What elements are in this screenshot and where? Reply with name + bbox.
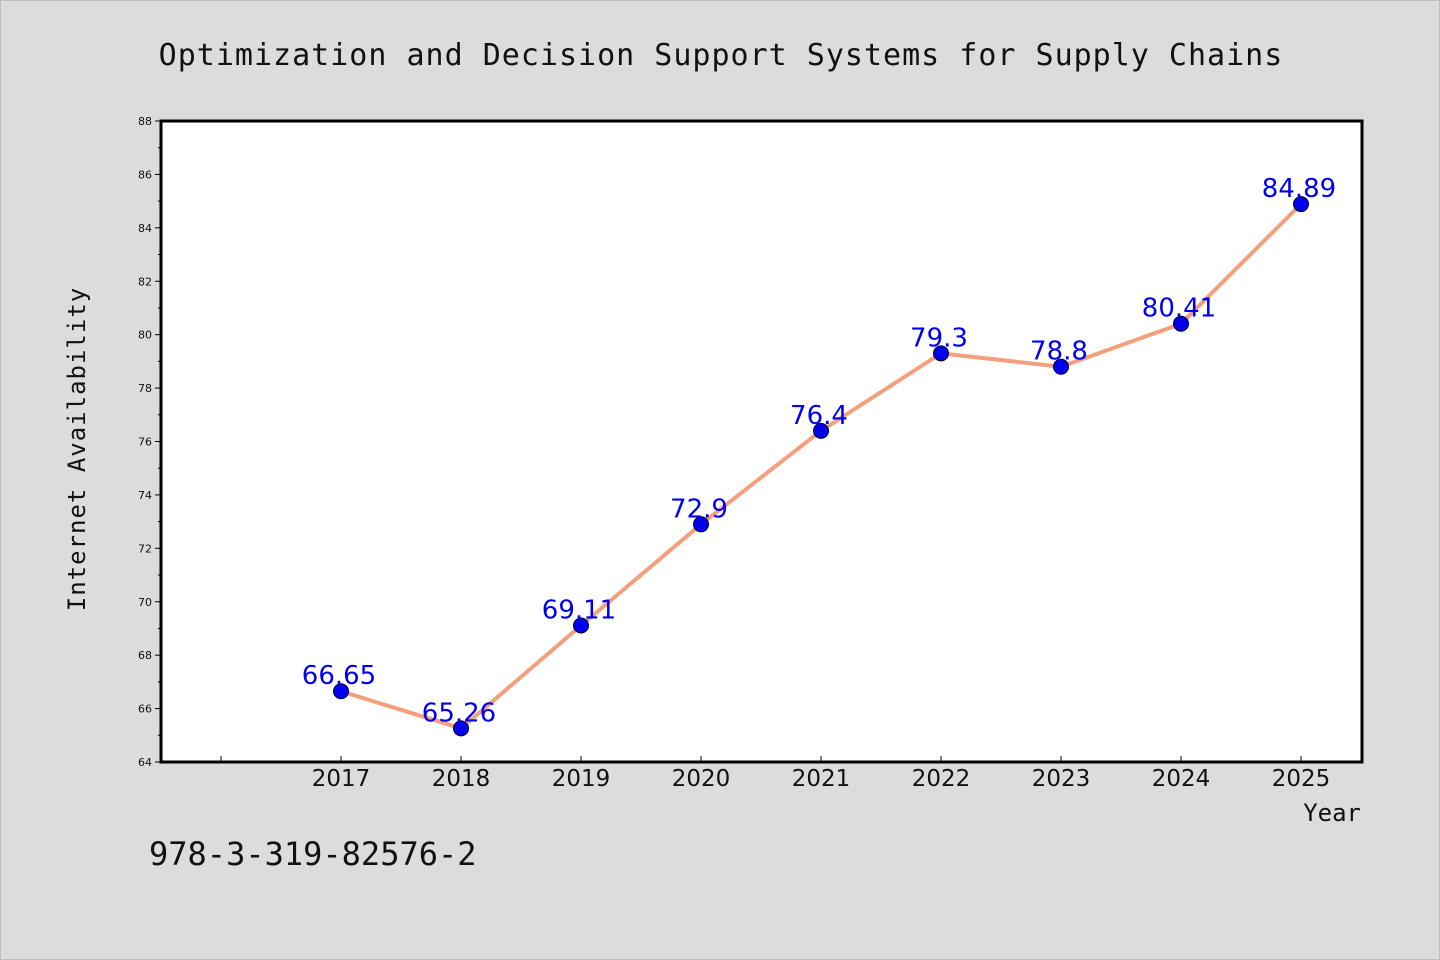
data-label: 69.11: [542, 596, 616, 626]
y-tick-label: 72: [138, 542, 152, 555]
data-point: [933, 345, 949, 362]
data-point: [453, 720, 469, 737]
data-point: [333, 683, 349, 700]
y-tick-label: 84: [138, 222, 152, 235]
y-tick-label: 70: [138, 596, 152, 609]
y-tick-label: 88: [138, 115, 152, 128]
data-point: [1173, 315, 1189, 332]
data-label: 72.9: [670, 494, 728, 524]
y-tick-label: 82: [138, 275, 152, 288]
chart-title: Optimization and Decision Support System…: [159, 38, 1284, 73]
y-axis-label: Internet Availability: [63, 287, 91, 611]
series-markers: [333, 196, 1309, 737]
x-axis: 2017 2018 2019 2020 2021 2022 2023 2024 2025: [220, 756, 1331, 792]
x-tick-label: 2024: [1152, 766, 1211, 792]
x-tick-label: 2022: [912, 766, 971, 792]
y-tick-label: 74: [138, 489, 152, 502]
data-label: 84.89: [1262, 174, 1336, 204]
data-point: [1053, 358, 1069, 375]
data-labels: 66.65 65.26 69.11 72.9 76.4 79.3 78.8 80.41 84.8…: [302, 174, 1336, 728]
x-tick-label: 2020: [672, 766, 731, 792]
y-tick-label: 86: [138, 168, 152, 181]
isbn-footnote: 978-3-319-82576-2: [149, 835, 477, 873]
x-tick-label: 2023: [1032, 766, 1091, 792]
data-point: [693, 516, 709, 533]
y-tick-label: 78: [138, 382, 152, 395]
y-tick-label: 66: [138, 703, 152, 716]
data-label: 65.26: [422, 698, 496, 728]
x-tick-label: 2018: [432, 766, 491, 792]
data-point: [573, 617, 589, 634]
x-axis-label: Year: [1303, 799, 1361, 827]
y-tick-label: 64: [138, 756, 152, 769]
y-tick-label: 80: [138, 329, 152, 342]
data-point: [813, 422, 829, 439]
y-tick-label: 76: [138, 436, 152, 449]
x-tick-label: 2025: [1272, 766, 1331, 792]
data-label: 80.41: [1142, 294, 1216, 324]
x-tick-label: 2019: [552, 766, 611, 792]
plot-area: [159, 119, 1364, 764]
x-tick-label: 2021: [792, 766, 851, 792]
data-point: [1293, 196, 1309, 213]
y-axis: 64 66 68 70 72 74 76 78 80 82 84 86 88: [138, 115, 161, 769]
data-label: 66.65: [302, 661, 376, 691]
y-tick-label: 68: [138, 649, 152, 662]
data-label: 78.8: [1030, 337, 1088, 367]
data-label: 76.4: [790, 401, 848, 431]
data-label: 79.3: [910, 323, 968, 353]
x-tick-label: 2017: [312, 766, 371, 792]
